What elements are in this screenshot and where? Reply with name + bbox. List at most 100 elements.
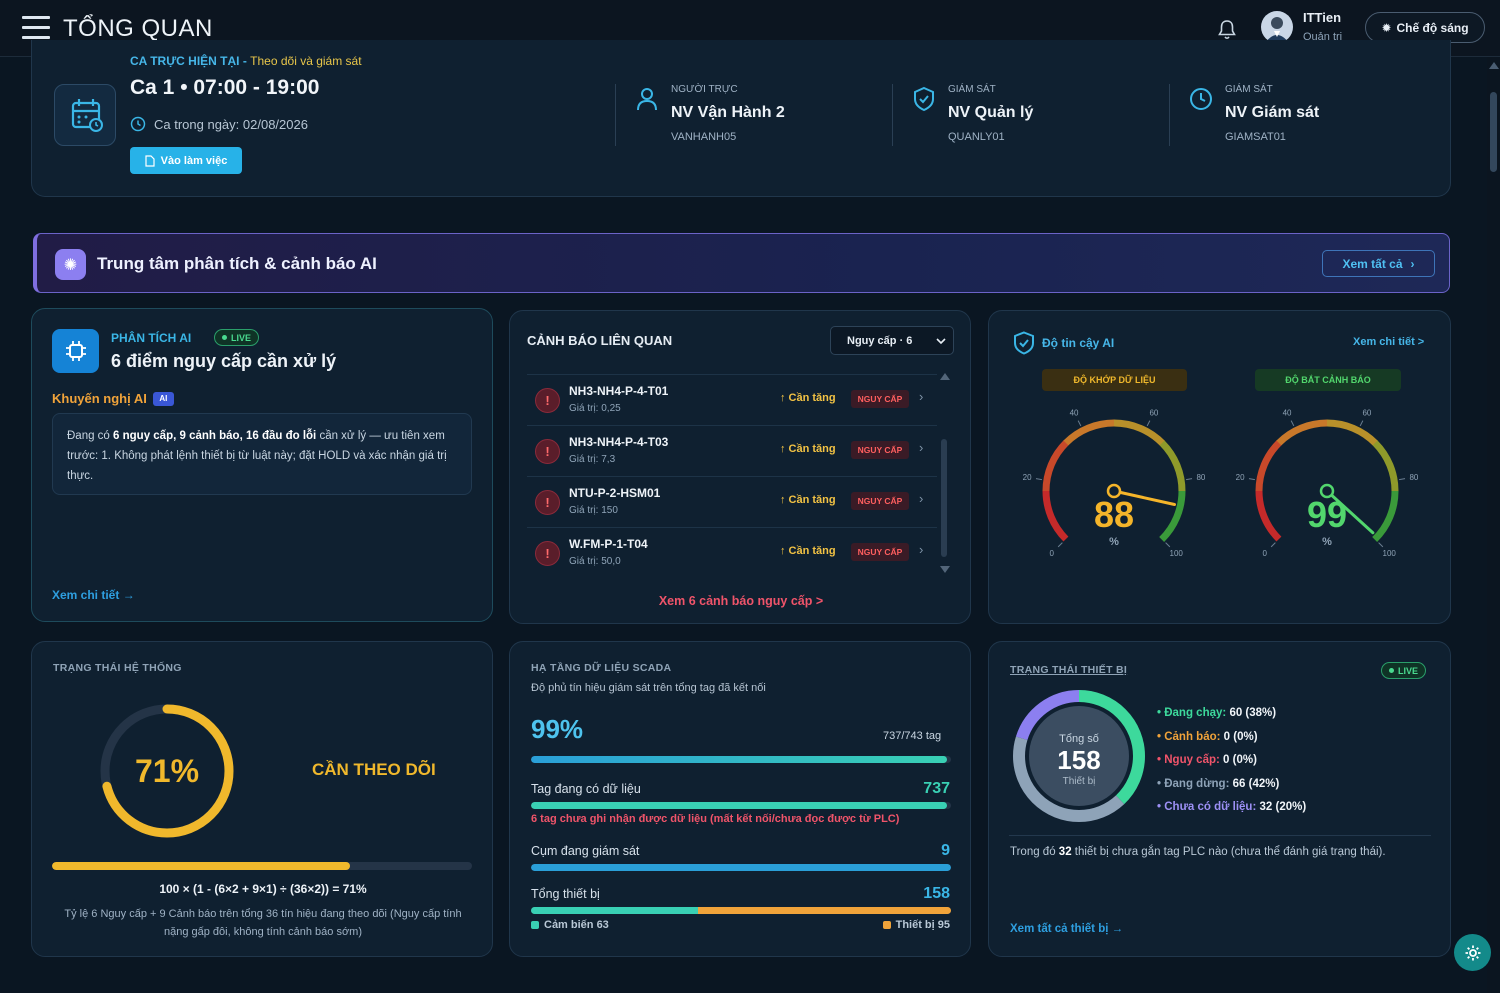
view-critical-alerts-link[interactable]: Xem 6 cảnh báo nguy cấp > (658, 594, 824, 608)
filter-value: Nguy cấp · 6 (847, 334, 913, 347)
gauge-label: ĐỘ BẮT CẢNH BÁO (1255, 369, 1401, 391)
gauge-arc-segment (1372, 490, 1399, 542)
gauge-arc-segment (1276, 419, 1328, 446)
system-status-title: TRẠNG THÁI HỆ THỐNG (53, 662, 182, 674)
alert-trend: ↑ Cần tăng (780, 392, 836, 404)
alert-trend: ↑ Cần tăng (780, 494, 836, 506)
start-work-button[interactable]: Vào làm việc (130, 147, 242, 174)
gauge-tick-label: 0 (1050, 549, 1055, 558)
divider (1009, 835, 1431, 836)
gauge-hub (1319, 483, 1335, 499)
gauge-tick-label: 100 (1170, 549, 1184, 558)
gauge-unit: % (1322, 536, 1332, 548)
clusters-label: Cụm đang giám sát (531, 844, 640, 858)
staff-code: VANHANH05 (671, 131, 737, 143)
alert-trend: ↑ Cần tăng (780, 545, 836, 557)
alert-value: Giá trị: 7,3 (569, 454, 616, 465)
user-icon (637, 88, 657, 111)
avatar[interactable] (1261, 11, 1293, 43)
system-status-word: CẦN THEO DÕI (312, 760, 436, 779)
alert-row[interactable]: ! NTU-P-2-HSM01 Giá trị: 150 ↑ Cần tăng … (527, 476, 937, 526)
list-scroll-up[interactable] (940, 373, 950, 380)
menu-icon[interactable] (22, 16, 50, 40)
page-scrollbar-thumb[interactable] (1490, 92, 1497, 172)
alert-icon: ! (535, 388, 560, 413)
gauge-tick (1399, 478, 1406, 481)
gauge-tick-label: 40 (1283, 409, 1292, 418)
severity-filter-select[interactable]: Nguy cấp · 6 (830, 326, 954, 355)
analysis-label: PHÂN TÍCH AI (111, 331, 192, 345)
ai-analysis-card: PHÂN TÍCH AI LIVE 6 điểm nguy cấp cần xử… (31, 308, 493, 622)
severity-badge: NGUY CẤP (851, 492, 909, 510)
missing-tags-warning: 6 tag chưa ghi nhận được dữ liệu (mất kế… (531, 813, 900, 825)
live-label: LIVE (1398, 665, 1419, 676)
view-all-devices-link[interactable]: Xem tất cả thiết bị → (1010, 923, 1124, 935)
alert-row[interactable]: ! NH3-NH4-P-4-T01 Giá trị: 0,25 ↑ Cần tă… (527, 374, 937, 424)
settings-gear-icon[interactable] (1454, 934, 1491, 971)
rec-label-text: Khuyến nghị AI (52, 391, 147, 406)
staff-caption: GIÁM SÁT (948, 84, 996, 95)
gauge-needle (1325, 489, 1375, 535)
health-formula: 100 × (1 - (6×2 + 9×1) ÷ (36×2)) = 71% (159, 882, 367, 896)
tags-with-data-label: Tag đang có dữ liệu (531, 782, 641, 796)
status-stopped: • Đang dừng: 66 (42%) (1157, 777, 1280, 790)
theme-mode-button[interactable]: ✹ Chế độ sáng (1365, 12, 1485, 43)
gauge-tick (1035, 478, 1042, 481)
chevron-right-icon: › (919, 542, 924, 557)
gauge-value: 88 (1094, 494, 1134, 535)
theme-mode-label: Chế độ sáng (1396, 20, 1469, 35)
gauge-arc-segment (1042, 440, 1069, 492)
tag-count: 737/743 tag (883, 730, 942, 742)
view-detail-link[interactable]: Xem chi tiết → (52, 588, 135, 602)
alert-tag-name: NTU-P-2-HSM01 (569, 486, 661, 500)
gauge-tick (1248, 478, 1255, 481)
chevron-right-icon: › (919, 440, 924, 455)
bell-icon[interactable] (1217, 19, 1237, 41)
staff-name: NV Vận Hành 2 (671, 104, 785, 121)
alert-row[interactable]: ! NH3-NH4-P-4-T03 Giá trị: 7,3 ↑ Cần tăn… (527, 425, 937, 475)
divider (1169, 84, 1170, 146)
scada-title: HẠ TẦNG DỮ LIỆU SCADA (531, 662, 672, 674)
coverage-bar-fill (531, 756, 947, 763)
shift-date: Ca trong ngày: 02/08/2026 (130, 116, 308, 132)
ai-trust-card: Độ tin cậy AI Xem chi tiết > ĐỘ KHỚP DỮ … (988, 310, 1451, 624)
divider (615, 84, 616, 146)
staff-code: QUANLY01 (948, 131, 1005, 143)
alert-value: Giá trị: 50,0 (569, 556, 621, 567)
page-scrollbar[interactable] (1487, 57, 1500, 993)
total-devices-label: Tổng thiết bị (531, 887, 600, 901)
shield-check-icon (914, 86, 934, 112)
live-label: LIVE (231, 332, 252, 343)
live-badge: LIVE (214, 329, 260, 346)
gauge-tick-label: 20 (1023, 473, 1032, 482)
gauge-arc-segment (1159, 440, 1186, 492)
gauge-arc-segment (1113, 419, 1165, 446)
device-status-title: TRẠNG THÁI THIẾT BỊ (1010, 664, 1128, 676)
list-scrollbar[interactable] (941, 439, 947, 557)
gauge-arc-segment (1255, 490, 1282, 542)
ai-tag: AI (152, 391, 174, 406)
severity-badge: NGUY CẤP (851, 543, 909, 561)
status-critical: • Nguy cấp: 0 (0%) (1157, 754, 1257, 766)
gauge-tick (1270, 542, 1276, 548)
gauge-value: 99 (1307, 494, 1347, 535)
gauge-tick (1290, 420, 1295, 427)
donut-segment (1013, 690, 1145, 822)
related-alerts-card: CẢNH BÁO LIÊN QUAN Nguy cấp · 6 ! NH3-NH… (509, 310, 971, 624)
live-dot-icon (1389, 668, 1394, 673)
list-scroll-down[interactable] (940, 566, 950, 573)
staff-name: NV Quản lý (948, 104, 1034, 121)
total-devices-value: 158 (923, 885, 950, 902)
view-detail-link[interactable]: Xem chi tiết > (1353, 336, 1425, 348)
device-mix-bar (531, 907, 951, 914)
gauge-tick-label: 60 (1149, 409, 1158, 418)
alert-row[interactable]: ! W.FM-P-1-T04 Giá trị: 50,0 ↑ Cần tăng … (527, 527, 937, 577)
data-match-gauge: 0 20 40 60 80 100 88% (1023, 409, 1206, 559)
gauge-arc-segment (1372, 440, 1399, 492)
gauge-arc-segment (1159, 490, 1186, 542)
health-note: Tỷ lệ 6 Nguy cấp + 9 Cảnh báo trên tổng … (64, 908, 462, 938)
gauge-arc-segment (1063, 419, 1115, 446)
view-all-button[interactable]: Xem tất cả › (1322, 250, 1435, 277)
status-running: • Đang chạy: 60 (38%) (1157, 707, 1277, 719)
scroll-up-arrow[interactable] (1489, 62, 1499, 69)
